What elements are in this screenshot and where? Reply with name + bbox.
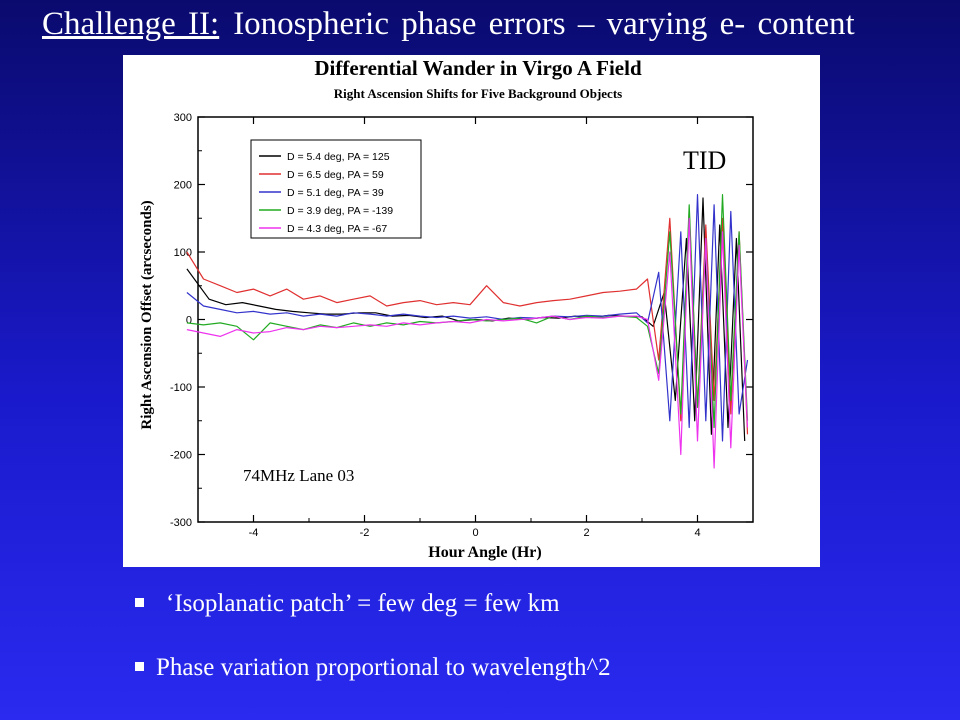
tid-annotation: TID bbox=[683, 146, 727, 175]
legend-label: D = 6.5 deg, PA = 59 bbox=[287, 169, 384, 181]
x-axis-label: Hour Angle (Hr) bbox=[428, 544, 541, 561]
y-tick-label: 200 bbox=[174, 180, 192, 192]
x-tick-label: 0 bbox=[472, 527, 478, 539]
y-tick-label: 100 bbox=[174, 247, 192, 259]
y-tick-label: 0 bbox=[186, 315, 192, 327]
bullet-text: ‘Isoplanatic patch’ = few deg = few km bbox=[166, 590, 560, 617]
y-tick-label: 300 bbox=[174, 112, 192, 124]
bullet-text: Phase variation proportional to waveleng… bbox=[156, 654, 611, 681]
x-tick-label: -2 bbox=[360, 527, 370, 539]
legend-label: D = 5.1 deg, PA = 39 bbox=[287, 187, 384, 199]
slide-title: Challenge II: Ionospheric phase errors – … bbox=[42, 6, 942, 43]
bullet-item: ‘Isoplanatic patch’ = few deg = few km bbox=[135, 590, 560, 618]
x-tick-label: 4 bbox=[694, 527, 700, 539]
chart-title: Differential Wander in Virgo A Field bbox=[314, 56, 642, 80]
line-chart: Differential Wander in Virgo A Field Rig… bbox=[139, 56, 754, 561]
square-bullet-icon bbox=[135, 661, 144, 671]
title-rest: Ionospheric phase errors – varying e- co… bbox=[233, 6, 855, 42]
bullet-item: Phase variation proportional to waveleng… bbox=[135, 654, 611, 682]
square-bullet-icon bbox=[135, 597, 144, 607]
x-tick-label: 2 bbox=[583, 527, 589, 539]
legend-label: D = 5.4 deg, PA = 125 bbox=[287, 151, 390, 163]
series-line bbox=[186, 217, 749, 469]
series-line bbox=[186, 194, 749, 429]
y-axis-label: Right Ascension Offset (arcseconds) bbox=[139, 200, 155, 429]
chart-subtitle: Right Ascension Shifts for Five Backgrou… bbox=[334, 86, 622, 101]
x-tick-label: -4 bbox=[249, 527, 259, 539]
legend-label: D = 3.9 deg, PA = -139 bbox=[287, 205, 393, 217]
frequency-annotation: 74MHz Lane 03 bbox=[243, 466, 355, 485]
title-prefix: Challenge II: bbox=[42, 6, 220, 42]
y-tick-label: -100 bbox=[170, 382, 192, 394]
y-tick-label: -200 bbox=[170, 450, 192, 462]
chart-figure: Differential Wander in Virgo A Field Rig… bbox=[123, 55, 820, 567]
y-tick-label: -300 bbox=[170, 517, 192, 529]
legend-label: D = 4.3 deg, PA = -67 bbox=[287, 223, 387, 235]
